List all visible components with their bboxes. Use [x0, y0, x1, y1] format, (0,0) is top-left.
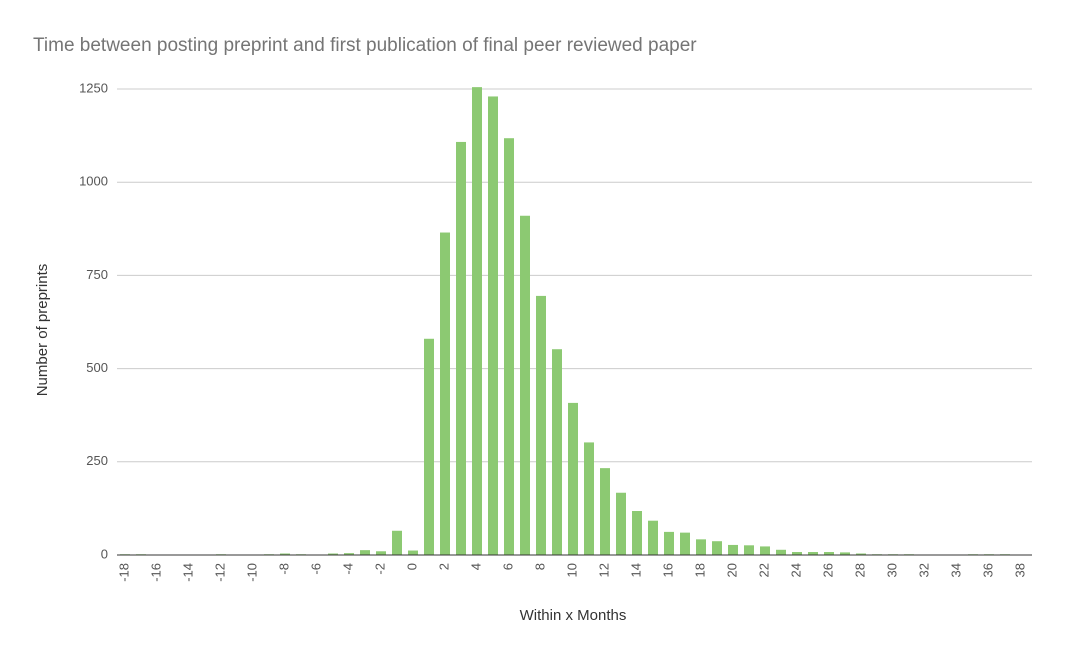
x-tick-label: -2 — [372, 563, 387, 575]
bar — [328, 553, 338, 555]
x-tick-label: -10 — [244, 563, 259, 582]
x-tick-label: 0 — [404, 563, 419, 570]
y-tick-label: 250 — [86, 453, 108, 468]
bar — [856, 553, 866, 555]
x-tick-label: -4 — [340, 563, 355, 575]
y-tick-label: 0 — [101, 546, 108, 561]
x-tick-label: 24 — [788, 563, 803, 577]
x-tick-label: 22 — [756, 563, 771, 577]
bar — [600, 468, 610, 555]
bar — [408, 550, 418, 555]
x-tick-label: 16 — [660, 563, 675, 577]
x-tick-label: 12 — [596, 563, 611, 577]
bar — [840, 552, 850, 555]
bar — [584, 442, 594, 555]
x-tick-label: -12 — [212, 563, 227, 582]
bar — [696, 539, 706, 555]
bar — [504, 138, 514, 555]
bar — [456, 141, 466, 555]
bar — [520, 215, 530, 555]
bar — [280, 553, 290, 555]
bar — [792, 552, 802, 555]
x-tick-label: 4 — [468, 563, 483, 570]
x-tick-label: 26 — [820, 563, 835, 577]
bar — [488, 96, 498, 556]
bar — [440, 232, 450, 555]
x-tick-label: -6 — [308, 563, 323, 575]
x-tick-label: 18 — [692, 563, 707, 577]
bar — [776, 549, 786, 555]
bar — [744, 545, 754, 555]
x-tick-label: 8 — [532, 563, 547, 570]
y-tick-label: 1250 — [79, 80, 108, 95]
y-axis-title: Number of preprints — [34, 264, 51, 397]
bar — [344, 553, 354, 555]
bar — [424, 338, 434, 555]
bar — [552, 349, 562, 555]
bar — [648, 520, 658, 555]
bar — [360, 550, 370, 555]
bar — [472, 87, 482, 556]
bar — [760, 546, 770, 555]
bar — [392, 530, 402, 555]
x-tick-label: 6 — [500, 563, 515, 570]
chart-title: Time between posting preprint and first … — [33, 35, 697, 56]
bar — [536, 295, 546, 555]
x-tick-label: -16 — [148, 563, 163, 582]
x-tick-label: -14 — [180, 563, 195, 582]
bar — [728, 544, 738, 555]
x-tick-label: 2 — [436, 563, 451, 570]
x-tick-label: -18 — [116, 563, 131, 582]
x-tick-label: 36 — [980, 563, 995, 577]
bar — [616, 492, 626, 555]
x-axis-title: Within x Months — [520, 607, 627, 624]
x-tick-label: 28 — [852, 563, 867, 577]
x-tick-label: 32 — [916, 563, 931, 577]
bar — [712, 541, 722, 555]
bar — [568, 402, 578, 555]
y-tick-label: 500 — [86, 360, 108, 375]
x-tick-label: 34 — [948, 563, 963, 577]
bar — [632, 511, 642, 555]
y-tick-label: 750 — [86, 267, 108, 282]
bar — [808, 552, 818, 555]
x-tick-label: 30 — [884, 563, 899, 577]
x-tick-label: -8 — [276, 563, 291, 575]
x-tick-label: 14 — [628, 563, 643, 577]
bar — [376, 551, 386, 555]
x-tick-label: 10 — [564, 563, 579, 577]
bar — [680, 532, 690, 555]
bar — [664, 531, 674, 555]
y-tick-label: 1000 — [79, 174, 108, 189]
x-tick-label: 20 — [724, 563, 739, 577]
x-tick-label: 38 — [1012, 563, 1027, 577]
bar — [824, 552, 834, 555]
